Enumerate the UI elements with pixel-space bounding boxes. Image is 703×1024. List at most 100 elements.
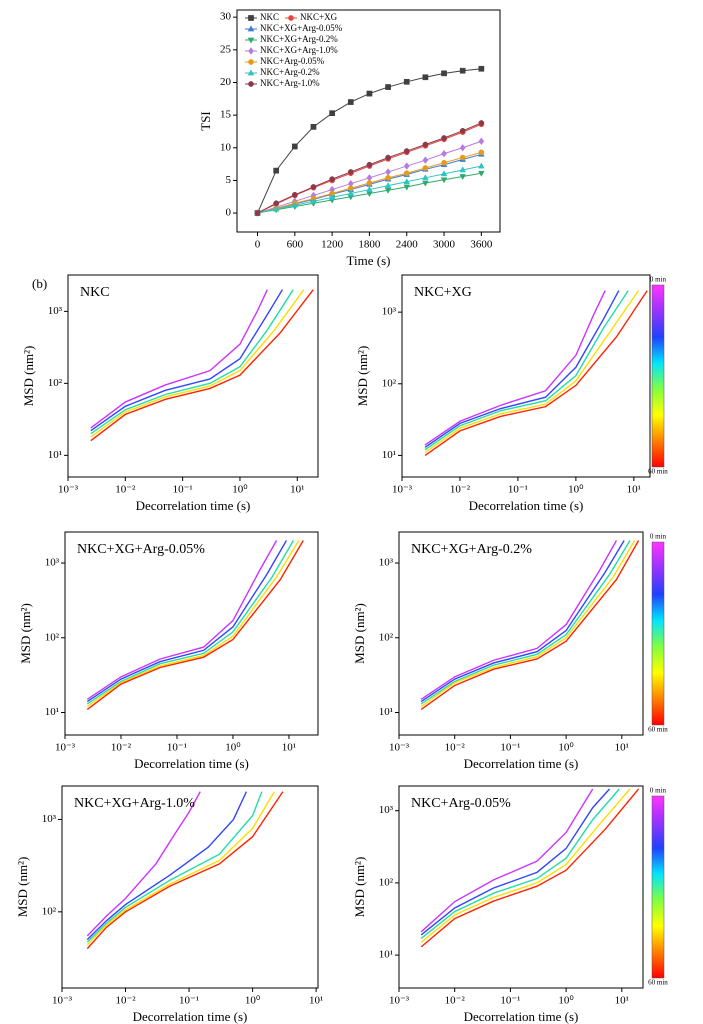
x-tick-label: 10¹: [309, 995, 323, 1007]
marker: [273, 200, 280, 207]
marker: [403, 148, 410, 154]
marker: [310, 184, 317, 190]
x-tick-label: 10⁻²: [115, 484, 136, 496]
legend-label: NKC+XG+Arg-0.05%: [260, 23, 343, 33]
marker: [385, 84, 391, 90]
series-line: [90, 289, 268, 429]
x-tick-label: 10¹: [290, 484, 304, 496]
marker: [459, 174, 466, 181]
marker: [422, 74, 429, 81]
marker: [422, 180, 429, 187]
y-tick-label: 10²: [382, 377, 397, 389]
marker: [478, 137, 485, 146]
series-line: [90, 289, 305, 438]
y-tick-label: 10²: [48, 377, 63, 389]
legend-marker: [247, 69, 255, 76]
marker: [441, 70, 447, 77]
plot-area: [420, 540, 640, 710]
x-tick-label: 10⁻²: [111, 742, 132, 754]
y-tick-label: 10³: [382, 306, 397, 318]
x-tick-label: 10⁻³: [389, 742, 410, 754]
y-tick-label: 10: [220, 141, 232, 153]
plot-frame: [398, 785, 644, 989]
x-tick-label: 10⁰: [245, 995, 261, 1007]
series-line: [86, 540, 304, 710]
series-line: [420, 788, 610, 936]
series-line: [420, 540, 631, 705]
y-axis-label: MSD (nm²): [355, 346, 370, 407]
x-tick-label: 10⁻²: [450, 484, 471, 496]
series-line: [420, 788, 594, 933]
colorbar-label: 0 min: [650, 276, 667, 284]
plot-frame: [236, 9, 501, 233]
series-line: [90, 289, 314, 442]
legend-marker: [247, 37, 255, 44]
series-line: [86, 791, 275, 946]
x-tick-label: 600: [287, 239, 304, 251]
legend-label: NKC+XG+Arg-0.2%: [260, 34, 338, 44]
panel-title: NKC+XG+Arg-0.05%: [77, 542, 205, 557]
marker: [459, 143, 466, 152]
marker: [422, 165, 429, 171]
plot-frame: [401, 274, 651, 478]
marker: [478, 65, 485, 72]
series-line: [86, 791, 284, 950]
y-axis-label: MSD (nm²): [15, 857, 30, 918]
x-tick-label: 10⁻¹: [500, 995, 520, 1007]
marker: [291, 201, 299, 208]
panel-title: NKC+XG: [414, 285, 472, 300]
y-tick-label: 0: [226, 207, 232, 219]
marker: [366, 174, 373, 182]
panel-title: NKC+XG+Arg-0.2%: [411, 542, 532, 557]
panel-title: NKC+Arg-0.05%: [411, 796, 511, 811]
panel-title: NKC+XG+Arg-1.0%: [74, 796, 195, 811]
colorbar-label: 0 min: [650, 787, 667, 795]
y-axis-label: TSI: [198, 111, 213, 131]
plot-area: [86, 540, 304, 710]
marker: [366, 185, 373, 192]
marker: [403, 78, 410, 85]
y-tick-label: 10³: [42, 813, 57, 825]
x-axis-label: Decorrelation time (s): [464, 1009, 579, 1024]
marker: [384, 182, 392, 188]
y-tick-label: 10³: [48, 305, 63, 317]
x-tick-label: 0: [255, 239, 261, 251]
y-tick-label: 15: [220, 109, 232, 121]
marker: [422, 156, 429, 164]
marker: [347, 169, 354, 175]
x-tick-label: 3000: [433, 239, 456, 251]
marker: [385, 154, 391, 161]
x-tick-label: 1200: [321, 239, 344, 251]
marker: [441, 135, 447, 141]
marker: [422, 174, 429, 181]
series-line: [90, 289, 283, 432]
y-axis-label: MSD (nm²): [352, 603, 367, 664]
colorbar: [651, 541, 665, 726]
marker: [385, 174, 391, 181]
colorbar-label: 60 min: [648, 979, 668, 987]
y-tick-label: 5: [226, 174, 232, 186]
x-tick-label: 10¹: [615, 742, 629, 754]
x-tick-label: 2400: [396, 239, 419, 251]
y-tick-label: 10¹: [45, 706, 59, 718]
x-tick-label: 10⁻¹: [179, 995, 199, 1007]
x-tick-label: 10⁻¹: [500, 742, 520, 754]
marker: [328, 193, 336, 200]
x-tick-label: 10⁻³: [58, 484, 79, 496]
x-axis-label: Decorrelation time (s): [136, 498, 251, 513]
series-line: [86, 540, 300, 708]
marker: [478, 162, 485, 169]
marker: [403, 184, 411, 191]
marker: [310, 124, 317, 130]
x-tick-label: 10⁻³: [55, 742, 76, 754]
plot-area: [90, 289, 314, 442]
marker: [273, 167, 280, 174]
marker: [478, 120, 485, 126]
marker: [366, 180, 373, 186]
legend-marker: [248, 59, 254, 65]
series-line: [86, 540, 288, 703]
y-tick-label: 10³: [379, 804, 394, 816]
series-line: [424, 290, 640, 454]
